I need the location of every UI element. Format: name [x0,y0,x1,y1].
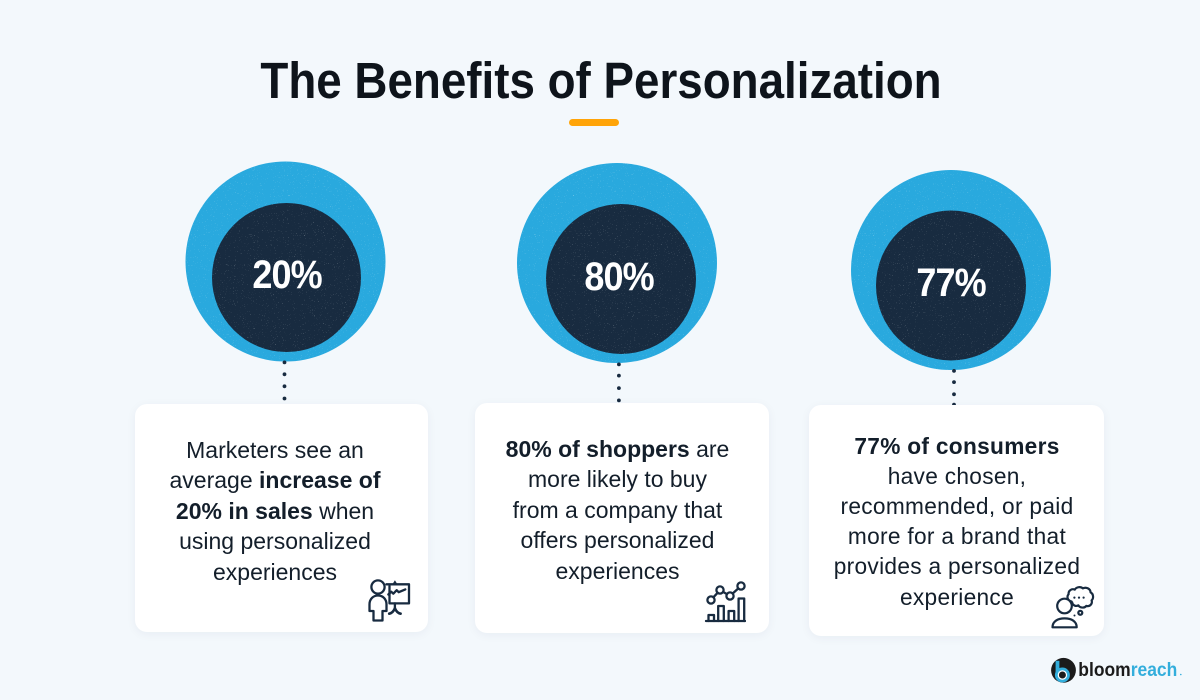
svg-text:bloomreach: bloomreach [1078,659,1177,681]
